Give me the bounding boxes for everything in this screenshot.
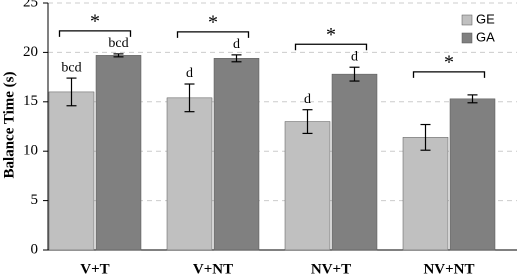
bar bbox=[284, 121, 331, 251]
error-bar bbox=[184, 83, 195, 113]
y-tick-label: 0 bbox=[31, 241, 39, 257]
significance-bracket bbox=[412, 71, 486, 78]
x-tick-label: V+NT bbox=[193, 261, 233, 275]
bar-annotation: bcd bbox=[61, 60, 81, 75]
error-bar bbox=[302, 109, 313, 135]
legend-label: GA bbox=[476, 29, 495, 44]
bar bbox=[166, 97, 213, 251]
bar-annotation: d bbox=[186, 66, 193, 81]
significance-marker: * bbox=[326, 24, 336, 46]
error-bar bbox=[420, 123, 431, 151]
bar bbox=[95, 55, 142, 251]
error-bar bbox=[66, 77, 77, 107]
significance-marker: * bbox=[444, 51, 454, 73]
significance-bracket bbox=[176, 31, 250, 38]
legend-swatch bbox=[461, 14, 473, 26]
bar bbox=[331, 73, 378, 251]
significance-marker: * bbox=[208, 11, 218, 33]
y-tick-label: 15 bbox=[23, 93, 38, 109]
y-tick-label: 5 bbox=[31, 192, 39, 208]
bar-annotation: d bbox=[351, 49, 358, 64]
bar-annotation: bcd bbox=[108, 36, 128, 51]
significance-marker: * bbox=[90, 10, 100, 32]
y-tick-label: 10 bbox=[23, 143, 38, 159]
legend-label: GE bbox=[476, 11, 495, 26]
legend-swatch bbox=[461, 32, 473, 44]
bar-annotation: d bbox=[304, 92, 311, 107]
y-tick-label: 25 bbox=[23, 0, 38, 10]
x-tick-label: V+T bbox=[80, 261, 109, 275]
significance-bracket bbox=[294, 43, 368, 51]
error-bar bbox=[349, 66, 360, 82]
error-bar bbox=[231, 54, 242, 63]
error-bar bbox=[113, 53, 124, 58]
x-tick-label: NV+NT bbox=[423, 261, 474, 275]
bar bbox=[402, 137, 449, 251]
bar bbox=[449, 98, 496, 251]
error-bar bbox=[467, 94, 478, 104]
significance-bracket bbox=[58, 30, 132, 37]
x-tick-label: NV+T bbox=[311, 261, 351, 275]
bar bbox=[48, 91, 95, 251]
bar bbox=[213, 58, 260, 251]
bar-annotation: d bbox=[233, 37, 240, 52]
y-axis-label: Balance Time (s) bbox=[1, 72, 17, 179]
y-tick-label: 20 bbox=[23, 44, 38, 60]
